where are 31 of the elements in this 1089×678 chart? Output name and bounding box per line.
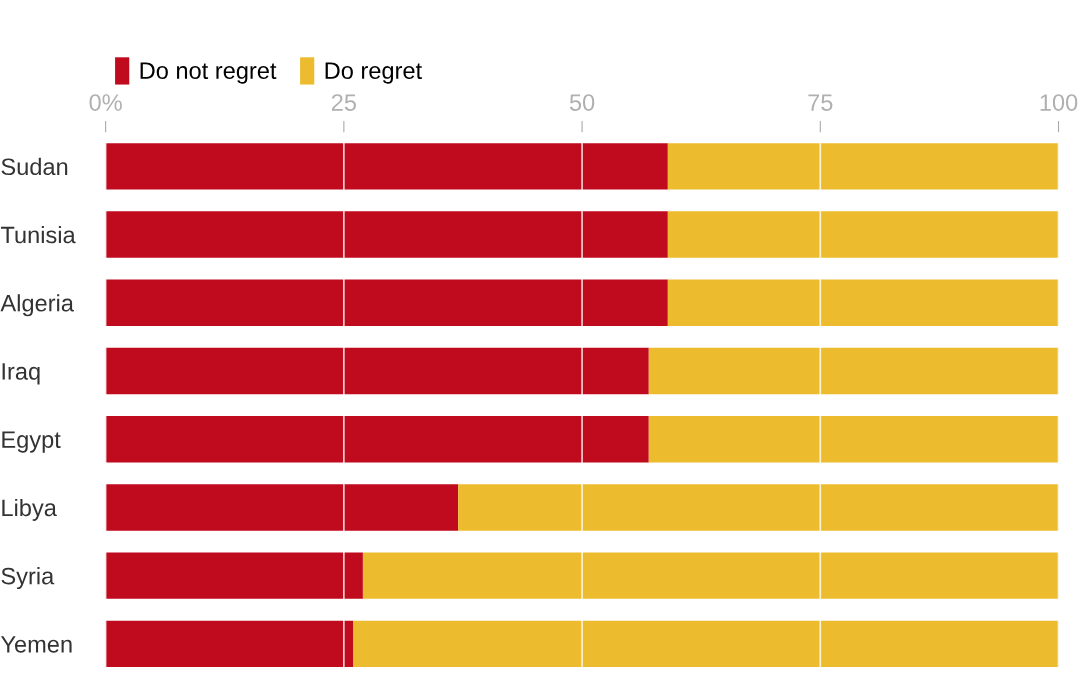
bar (667, 211, 1059, 258)
y-tick-label: Syria (1, 567, 55, 590)
legend-label: Do regret (325, 62, 422, 84)
bar (648, 416, 1059, 463)
bar (105, 484, 459, 531)
bar (105, 620, 354, 668)
x-tick-label: 100 (1040, 94, 1078, 111)
bar (458, 484, 1059, 531)
y-tick-label: Sudan (1, 157, 68, 176)
x-tick-label: 25 (331, 94, 356, 111)
legend-label: Do not regret (140, 62, 277, 84)
bar (105, 211, 668, 258)
x-tick-label: 50 (569, 94, 595, 111)
bar (648, 347, 1059, 395)
bar (667, 279, 1059, 326)
y-tick-label: Tunisia (0, 225, 76, 244)
bar (105, 279, 668, 326)
x-tick-label: 75 (808, 94, 833, 111)
bar (667, 143, 1059, 190)
bar (353, 620, 1059, 668)
bar (362, 552, 1059, 599)
y-tick-label: Algeria (0, 294, 74, 317)
bar (105, 347, 649, 395)
bar (105, 143, 668, 190)
y-tick-label: Iraq (2, 363, 40, 385)
y-tick-label: Yemen (0, 636, 72, 653)
y-tick-label: Libya (2, 498, 57, 521)
x-tick-label: 0% (89, 94, 122, 111)
y-tick-label: Egypt (2, 431, 61, 453)
bar (105, 552, 363, 599)
bar (105, 416, 649, 463)
